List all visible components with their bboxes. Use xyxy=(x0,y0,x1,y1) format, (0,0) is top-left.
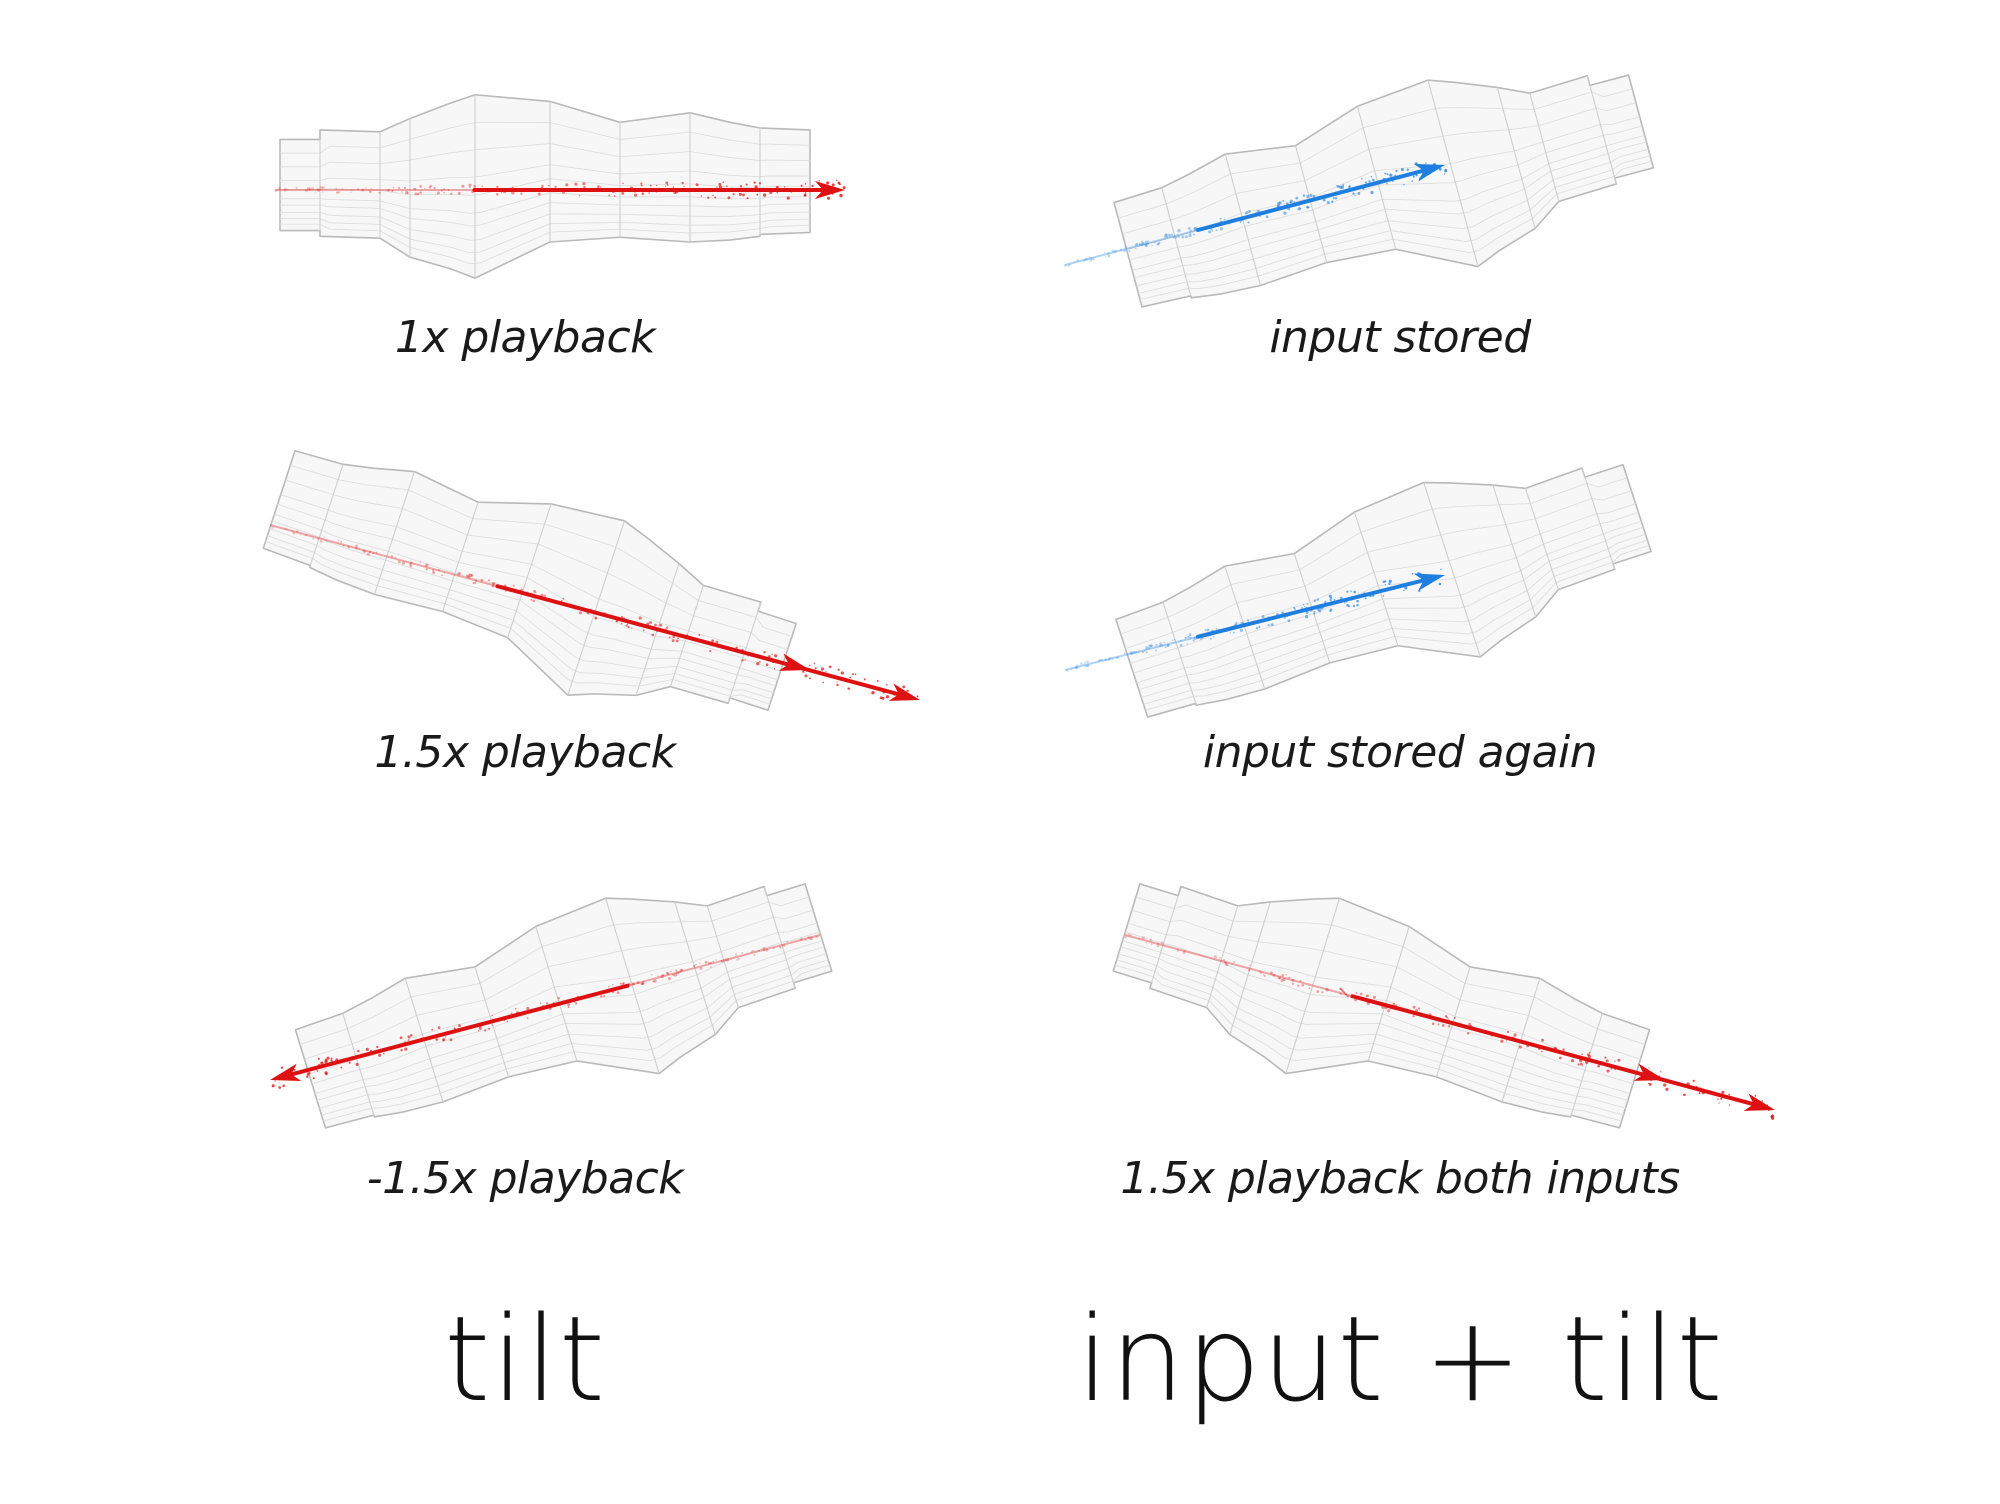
column-heading-tilt: tilt xyxy=(443,1290,607,1428)
caption-1-5x-playback: 1.5x playback xyxy=(374,727,676,778)
tube-shape xyxy=(1113,74,1655,308)
panel-input-stored-again xyxy=(1064,463,1652,718)
motion-arrow xyxy=(1124,933,1775,1120)
panel-1-5x-playback-both-inputs xyxy=(1112,883,1775,1129)
caption-1-5x-playback-both-inputs: 1.5x playback both inputs xyxy=(1120,1153,1680,1204)
motion-arrow xyxy=(270,934,821,1089)
caption-1x-playback: 1x playback xyxy=(394,312,656,363)
column-heading-input-plus-tilt: input + tilt xyxy=(1076,1290,1724,1428)
motion-arrow xyxy=(1063,162,1448,268)
tube-shape xyxy=(262,449,797,712)
motion-arrow xyxy=(1064,568,1445,673)
caption-negative-1-5x-playback: -1.5x playback xyxy=(366,1153,684,1204)
caption-input-stored: input stored xyxy=(1269,312,1531,363)
panel-1x-playback xyxy=(274,93,846,279)
caption-input-stored-again: input stored again xyxy=(1202,727,1598,778)
tube-shape xyxy=(294,883,833,1129)
motion-arrow xyxy=(269,524,920,701)
panel-1-5x-playback xyxy=(262,449,920,712)
panel-input-stored xyxy=(1063,74,1655,308)
tube-shape xyxy=(1112,883,1651,1129)
motion-arrow xyxy=(274,179,846,200)
panel-negative-1-5x-playback xyxy=(270,883,833,1129)
tube-shape xyxy=(279,93,811,279)
